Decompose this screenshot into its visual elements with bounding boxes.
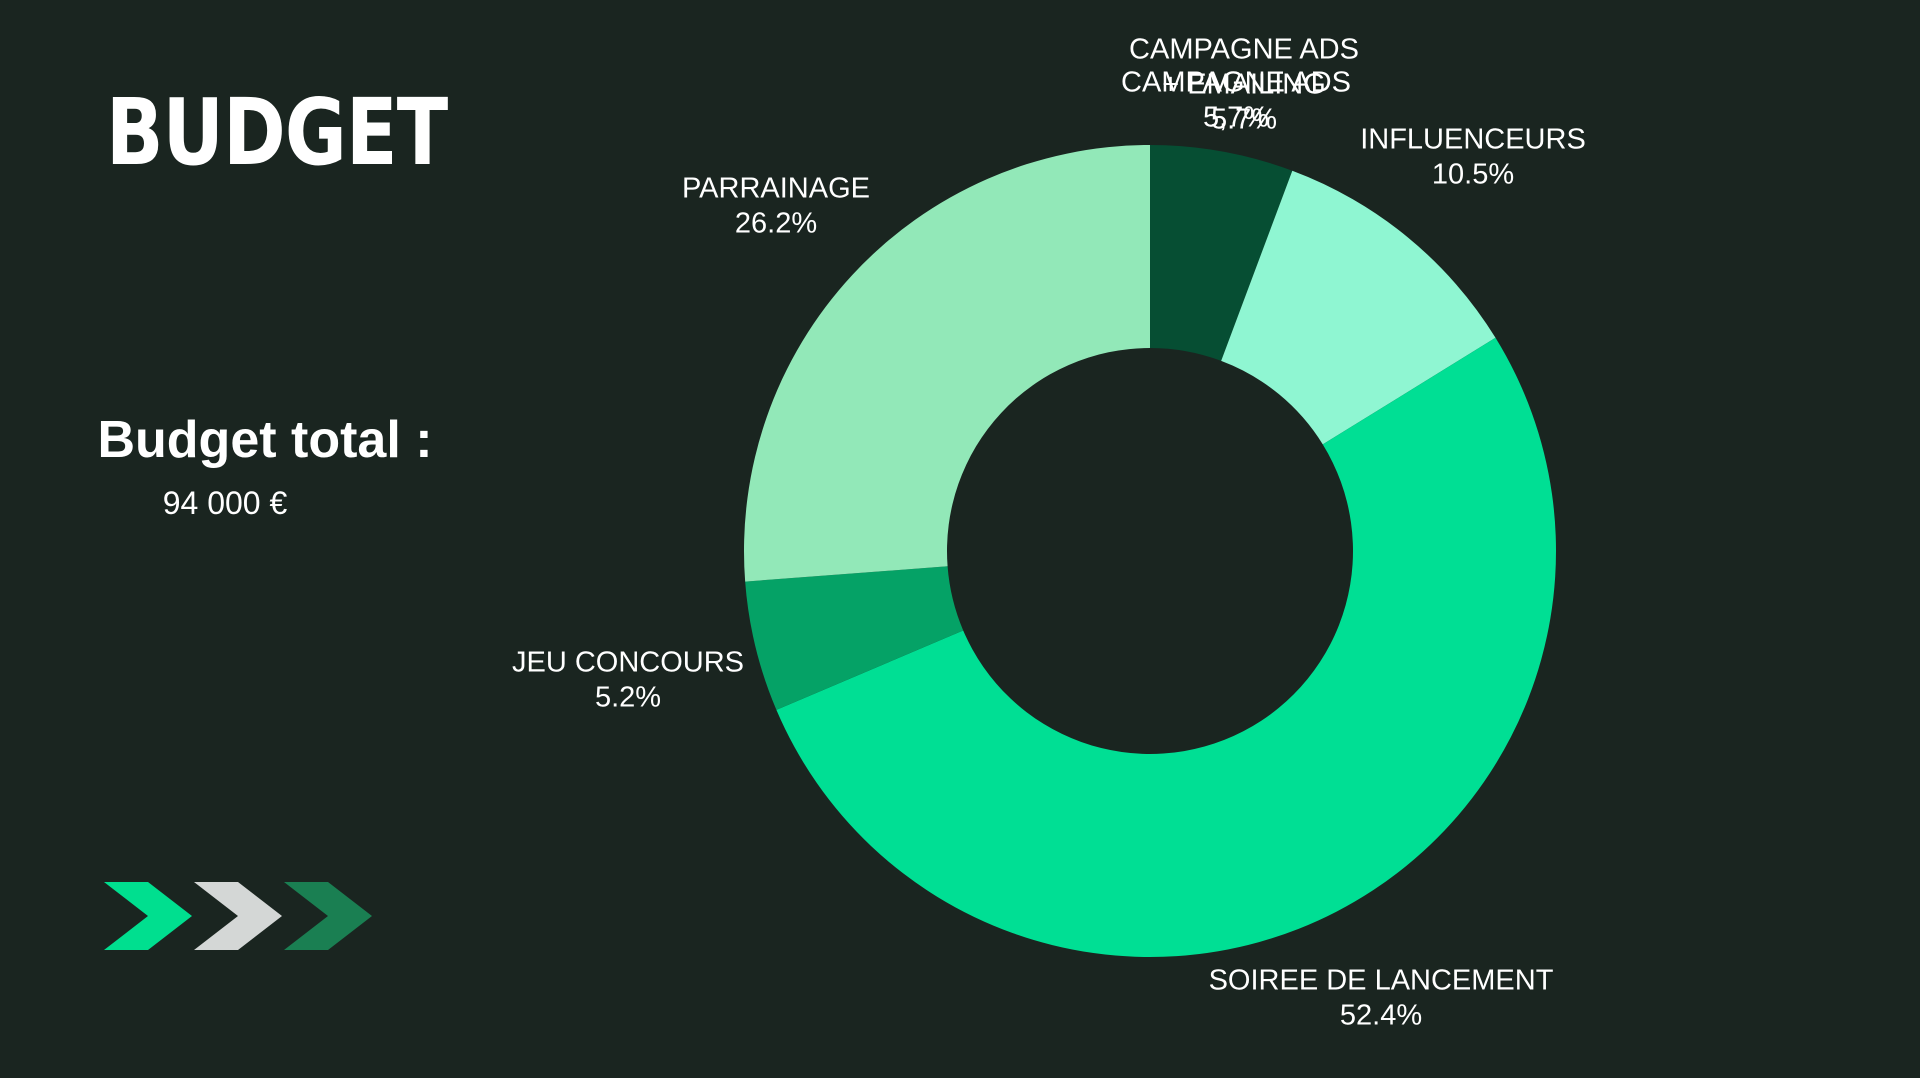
budget-total-value: 94 000 € — [162, 485, 288, 521]
donut-slice-parrainage — [744, 145, 1150, 582]
slice-label-value: 5.7% — [1211, 104, 1277, 136]
slice-label-name: + EMAILING — [1162, 69, 1326, 101]
slice-label-value: 52.4% — [1340, 1000, 1422, 1032]
chevron-green-icon — [104, 882, 192, 950]
budget-total: Budget total : 94 000 € — [60, 405, 470, 525]
chevron-darkgreen-icon — [284, 882, 372, 950]
slice-label-name: CAMPAGNE ADS — [1121, 67, 1351, 99]
page-title: BUDGET — [106, 79, 448, 186]
slice-label-name: SOIREE DE LANCEMENT — [1209, 965, 1554, 997]
donut-slice-jeu-concours — [745, 566, 964, 710]
slice-label-name: PARRAINAGE — [682, 173, 870, 205]
donut-slice-campagne-ads-emailing — [1150, 145, 1293, 361]
slice-label-value: 5.2% — [595, 682, 661, 714]
donut-slices — [744, 145, 1557, 958]
chevron-grey-icon — [194, 882, 282, 950]
slice-label-value: 26.2% — [735, 208, 817, 240]
slice-label-value: 10.5% — [1432, 159, 1514, 191]
slice-label-name: JEU CONCOURS — [512, 647, 744, 679]
slice-label-value: 5,7% — [1203, 102, 1269, 134]
slice-label-name: INFLUENCEURS — [1360, 124, 1586, 156]
donut-slice-influenceurs — [1221, 170, 1496, 445]
budget-total-label: Budget total : — [97, 411, 433, 469]
slice-label-name: CAMPAGNE ADS — [1129, 34, 1359, 66]
chevrons-arrow-icon — [104, 882, 372, 950]
donut-slice-soiree-de-lancement — [776, 337, 1557, 958]
